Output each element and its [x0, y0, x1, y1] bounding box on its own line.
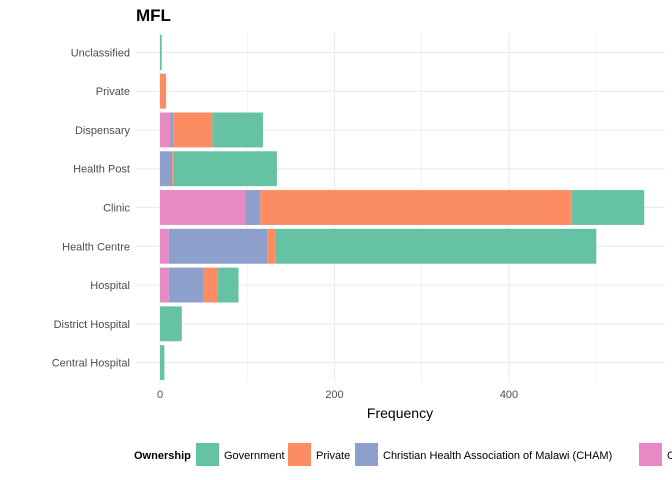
bar-christian-health-association-of-malawi-cham-clinic: [245, 190, 261, 225]
bar-government-dispensary: [212, 112, 263, 148]
legend-label: Other: [667, 450, 672, 462]
x-axis-title: Frequency: [367, 405, 433, 421]
bar-christian-health-association-of-malawi-cham-hospital: [168, 267, 204, 303]
bar-government-district-hospital: [160, 306, 182, 342]
bar-private-hospital: [203, 267, 218, 303]
legend-label: Private: [316, 450, 350, 462]
x-tick-label: 200: [325, 389, 343, 401]
bar-private-dispensary: [173, 112, 213, 148]
y-tick-labels: Unclassified Private Dispensary Health Post…: [52, 47, 131, 369]
bar-other-health-centre: [160, 228, 169, 264]
y-tick-label: Unclassified: [71, 47, 130, 59]
legend-swatch: [639, 443, 662, 466]
bar-government-clinic: [571, 190, 645, 225]
bar-private-health-centre: [267, 228, 276, 264]
legend-label: Government: [224, 450, 285, 462]
bar-other-clinic: [160, 190, 246, 225]
chart-title: MFL: [136, 6, 171, 25]
bar-government-unclassified: [160, 34, 162, 70]
bar-government-health-post: [173, 151, 277, 187]
y-tick-label: Central Hospital: [52, 358, 130, 370]
legend-swatch: [288, 443, 311, 466]
bar-government-central-hospital: [160, 345, 165, 381]
x-tick-label: 0: [157, 389, 163, 401]
bar-other-hospital: [160, 267, 169, 303]
bar-christian-health-association-of-malawi-cham-health-centre: [168, 228, 268, 264]
bar-private-private: [160, 73, 167, 109]
legend-swatch: [196, 443, 219, 466]
bar-christian-health-association-of-malawi-cham-health-post: [160, 151, 173, 187]
y-tick-label: District Hospital: [54, 319, 130, 331]
y-tick-label: Clinic: [103, 203, 130, 215]
bar-other-dispensary: [160, 112, 171, 148]
bar-christian-health-association-of-malawi-cham-dispensary: [170, 112, 174, 148]
y-tick-label: Hospital: [90, 280, 130, 292]
x-tick-labels: 0 200 400: [157, 389, 518, 401]
y-tick-label: Health Centre: [62, 241, 130, 253]
x-tick-label: 400: [500, 389, 518, 401]
y-tick-label: Private: [96, 86, 130, 98]
legend-title: Ownership: [134, 450, 191, 462]
bar-government-health-centre: [275, 228, 597, 264]
legend-swatch: [355, 443, 378, 466]
legend-label: Christian Health Association of Malawi (…: [383, 450, 612, 462]
bar-government-hospital: [217, 267, 239, 303]
y-tick-label: Health Post: [73, 164, 130, 176]
y-tick-label: Dispensary: [75, 125, 131, 137]
legend: Ownership Government Private Christian Hea…: [134, 443, 672, 466]
bars: [160, 34, 645, 381]
bar-private-clinic: [260, 190, 572, 225]
bar-private-health-post: [172, 151, 174, 187]
